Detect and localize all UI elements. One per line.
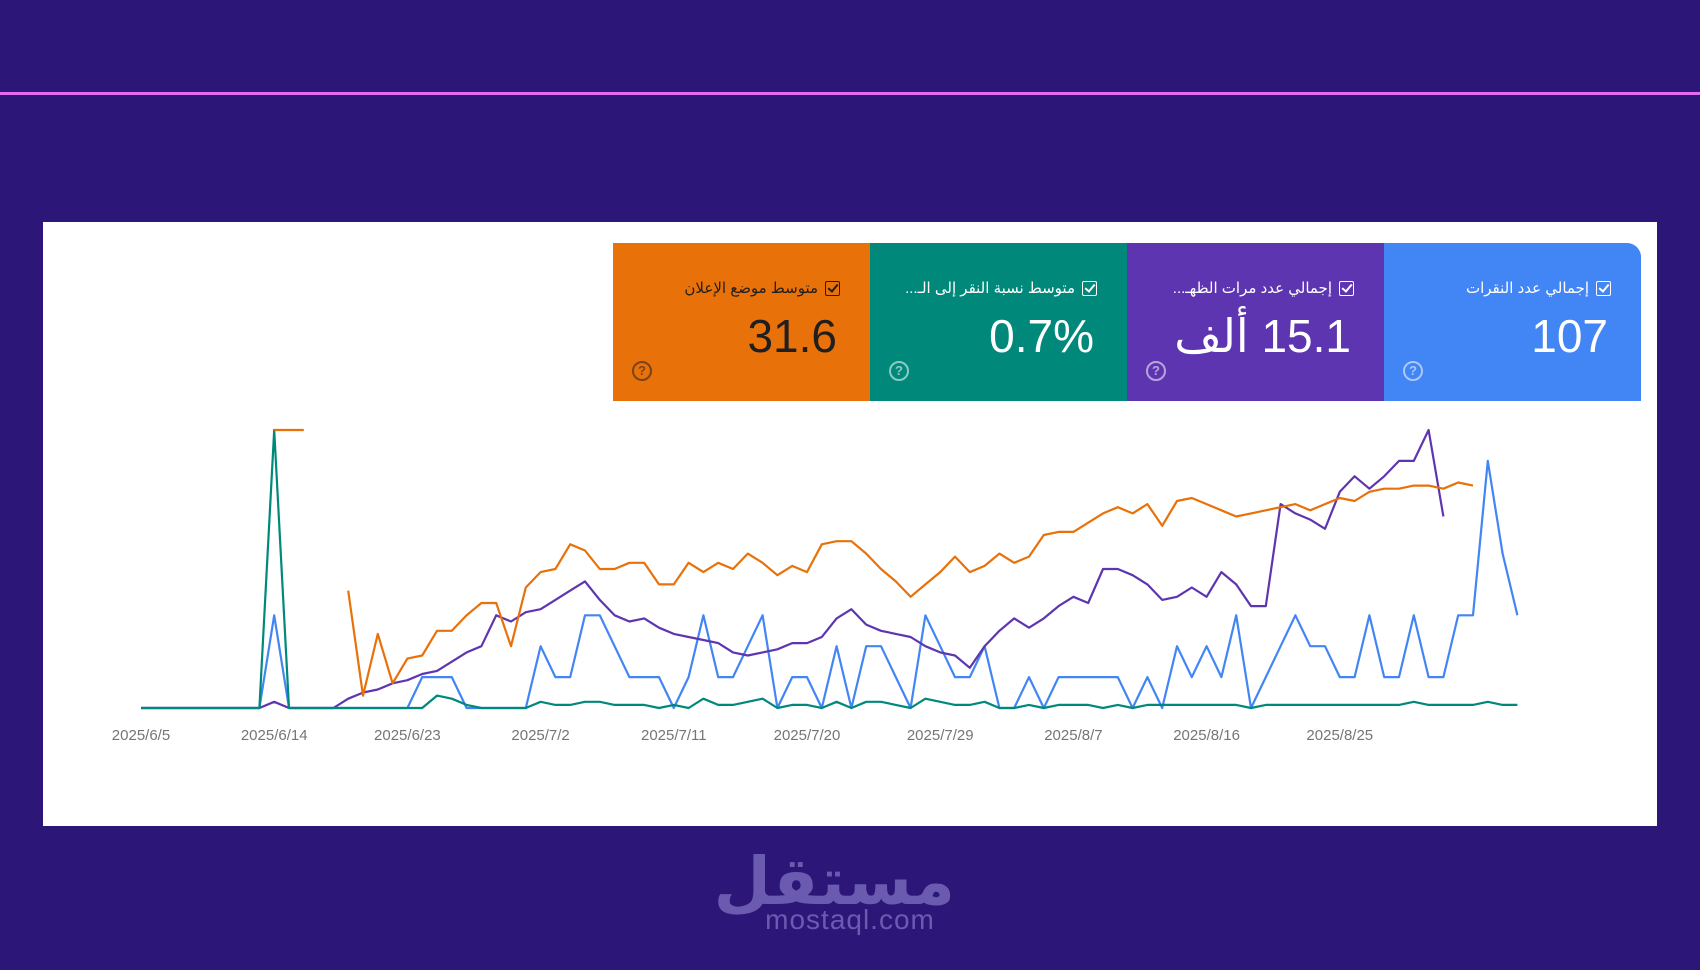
x-tick-label: 2025/6/5 (112, 727, 170, 744)
metric-value-impressions: 15.1 ألف (1174, 310, 1351, 362)
metric-value-ctr: 0.7% (989, 310, 1094, 362)
checkbox-checked-icon[interactable] (825, 280, 840, 296)
metric-label-position: متوسط موضع الإعلان (684, 280, 818, 297)
watermark-arabic: مستقل (713, 844, 955, 918)
help-circle-icon[interactable]: ? (889, 361, 909, 381)
checkbox-checked-icon[interactable] (1339, 280, 1354, 296)
x-tick-label: 2025/7/29 (907, 727, 974, 744)
checkbox-checked-icon[interactable] (1082, 280, 1097, 296)
watermark-latin: mostaql.com (765, 904, 935, 935)
metric-card-position[interactable]: متوسط موضع الإعلان 31.6 ? (613, 243, 870, 401)
x-tick-label: 2025/6/14 (241, 727, 308, 744)
x-tick-label: 2025/8/16 (1173, 727, 1240, 744)
metric-label-ctr: متوسط نسبة النقر إلى الـ... (905, 280, 1075, 297)
series-line-clicks (141, 459, 1519, 710)
performance-panel: متوسط موضع الإعلان 31.6 ? متوسط نسبة الن… (43, 222, 1657, 826)
metric-label-impressions: إجمالي عدد مرات الظهـ... (1172, 280, 1332, 297)
help-circle-icon[interactable]: ? (1403, 361, 1423, 381)
x-tick-label: 2025/7/20 (774, 727, 841, 744)
checkbox-checked-icon[interactable] (1596, 280, 1611, 296)
metric-card-ctr[interactable]: متوسط نسبة النقر إلى الـ... 0.7% ? (870, 243, 1127, 401)
help-circle-icon[interactable]: ? (1146, 361, 1166, 381)
metric-label-clicks: إجمالي عدد النقرات (1465, 280, 1589, 297)
metric-card-impressions[interactable]: إجمالي عدد مرات الظهـ... 15.1 ألف ? (1127, 243, 1384, 401)
series-layer (141, 428, 1519, 710)
metric-card-clicks[interactable]: إجمالي عدد النقرات 107 ? (1384, 243, 1641, 401)
x-tick-label: 2025/8/25 (1306, 727, 1373, 744)
metric-value-clicks: 107 (1531, 310, 1608, 362)
metric-cards: متوسط موضع الإعلان 31.6 ? متوسط نسبة الن… (613, 243, 1644, 401)
metric-value-position: 31.6 (747, 310, 837, 362)
series-line-ctr (141, 428, 1518, 710)
x-tick-label: 2025/8/7 (1044, 727, 1102, 744)
accent-divider-line (0, 92, 1700, 95)
series-line-impressions (141, 428, 1445, 710)
line-chart: 2025/6/5 2025/6/14 2025/6/23 2025/7/2 2025/7… (112, 428, 1519, 744)
x-axis-ticks: 2025/6/5 2025/6/14 2025/6/23 2025/7/2 2025/7… (112, 727, 1373, 744)
help-circle-icon[interactable]: ? (632, 361, 652, 381)
mostaql-watermark-logo: مستقل mostaql.com (713, 844, 955, 958)
x-tick-label: 2025/7/2 (511, 727, 569, 744)
x-tick-label: 2025/7/11 (641, 727, 707, 744)
x-tick-label: 2025/6/23 (374, 727, 441, 744)
series-line-position (274, 428, 1474, 697)
